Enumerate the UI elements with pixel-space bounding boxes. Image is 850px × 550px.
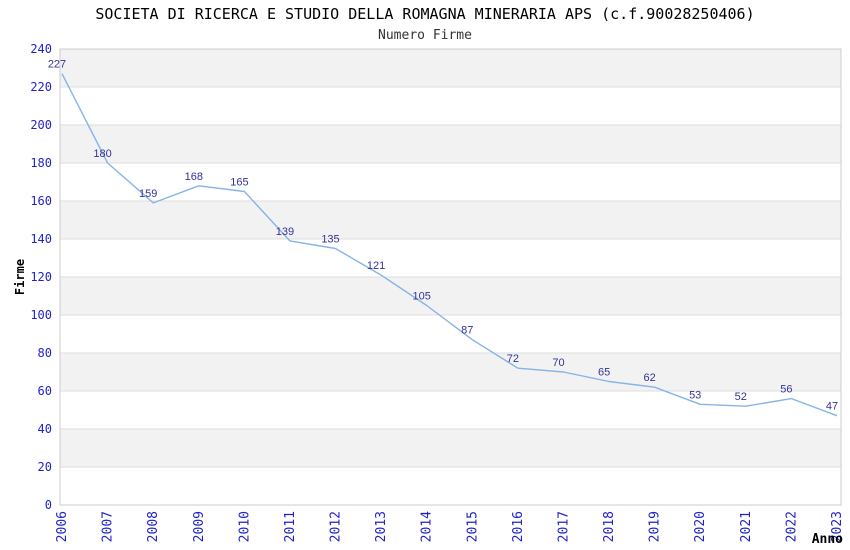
y-tick-label: 100 bbox=[30, 308, 52, 322]
x-tick-label: 2015 bbox=[465, 511, 480, 542]
grid-band bbox=[60, 49, 841, 87]
x-tick-label: 2023 bbox=[830, 511, 845, 542]
chart-title: SOCIETA DI RICERCA E STUDIO DELLA ROMAGN… bbox=[95, 5, 755, 23]
point-label: 53 bbox=[689, 389, 701, 401]
point-label: 56 bbox=[780, 384, 792, 396]
x-tick-label: 2009 bbox=[192, 511, 207, 542]
x-tick-label: 2012 bbox=[329, 511, 344, 542]
point-label: 139 bbox=[276, 226, 294, 238]
grid-band bbox=[60, 277, 841, 315]
x-tick-label: 2019 bbox=[648, 511, 663, 542]
x-tick-label: 2017 bbox=[557, 511, 572, 542]
x-tick-label: 2010 bbox=[237, 511, 252, 542]
grid-band bbox=[60, 429, 841, 467]
point-label: 227 bbox=[48, 59, 66, 71]
point-label: 62 bbox=[643, 372, 655, 384]
point-label: 70 bbox=[552, 357, 564, 369]
x-tick-label: 2021 bbox=[739, 511, 754, 542]
point-label: 72 bbox=[507, 353, 519, 365]
point-label: 65 bbox=[598, 367, 610, 379]
y-tick-label: 120 bbox=[30, 270, 52, 284]
x-tick-label: 2006 bbox=[55, 511, 70, 542]
point-label: 180 bbox=[93, 148, 111, 160]
chart-subtitle: Numero Firme bbox=[378, 28, 472, 43]
point-label: 47 bbox=[826, 401, 838, 413]
series-line bbox=[61, 73, 838, 417]
point-label: 168 bbox=[185, 171, 203, 183]
y-tick-label: 40 bbox=[38, 422, 52, 436]
y-tick-label: 140 bbox=[30, 232, 52, 246]
x-axis-title: Anno bbox=[812, 532, 843, 547]
x-tick-label: 2014 bbox=[420, 511, 435, 542]
y-tick-label: 180 bbox=[30, 156, 52, 170]
y-tick-label: 80 bbox=[38, 346, 52, 360]
grid-band bbox=[60, 353, 841, 391]
x-tick-label: 2016 bbox=[511, 511, 526, 542]
x-tick-label: 2013 bbox=[374, 511, 389, 542]
plot-border bbox=[59, 48, 842, 506]
y-axis-title: Firme bbox=[13, 259, 27, 295]
y-tick-label: 220 bbox=[30, 80, 52, 94]
point-label: 52 bbox=[735, 391, 747, 403]
x-tick-label: 2011 bbox=[283, 511, 298, 542]
grid-band bbox=[60, 201, 841, 239]
x-tick-label: 2022 bbox=[784, 511, 799, 542]
y-tick-label: 20 bbox=[38, 460, 52, 474]
point-label: 159 bbox=[139, 188, 157, 200]
point-label: 165 bbox=[230, 177, 248, 189]
x-tick-label: 2018 bbox=[602, 511, 617, 542]
point-label: 105 bbox=[413, 291, 431, 303]
y-tick-label: 60 bbox=[38, 384, 52, 398]
x-tick-label: 2008 bbox=[146, 511, 161, 542]
x-tick-label: 2020 bbox=[693, 511, 708, 542]
point-label: 135 bbox=[321, 234, 339, 246]
y-tick-label: 160 bbox=[30, 194, 52, 208]
y-tick-label: 240 bbox=[30, 42, 52, 56]
x-tick-label: 2007 bbox=[101, 511, 116, 542]
point-label: 121 bbox=[367, 260, 385, 272]
point-label: 87 bbox=[461, 325, 473, 337]
y-tick-label: 200 bbox=[30, 118, 52, 132]
grid-band bbox=[60, 125, 841, 163]
y-tick-label: 0 bbox=[45, 498, 52, 512]
